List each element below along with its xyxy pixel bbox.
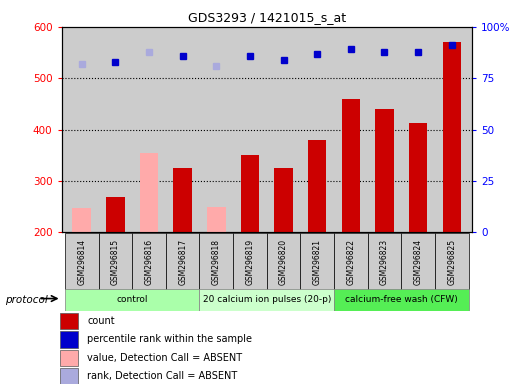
Bar xyxy=(342,99,360,232)
Text: control: control xyxy=(116,295,148,305)
Text: GSM296814: GSM296814 xyxy=(77,238,86,285)
Bar xyxy=(409,123,427,232)
Bar xyxy=(308,140,326,232)
Bar xyxy=(65,289,200,311)
Bar xyxy=(435,233,468,290)
Text: 20 calcium ion pulses (20-p): 20 calcium ion pulses (20-p) xyxy=(203,295,331,305)
Bar xyxy=(401,233,435,290)
Bar xyxy=(106,197,125,232)
Text: rank, Detection Call = ABSENT: rank, Detection Call = ABSENT xyxy=(87,371,238,381)
Bar xyxy=(334,289,468,311)
Text: GSM296823: GSM296823 xyxy=(380,238,389,285)
Text: GSM296825: GSM296825 xyxy=(447,238,456,285)
Bar xyxy=(65,233,98,290)
Bar xyxy=(267,233,301,290)
Bar xyxy=(61,368,78,384)
Bar xyxy=(173,168,192,232)
Text: GSM296816: GSM296816 xyxy=(145,238,153,285)
Text: GSM296819: GSM296819 xyxy=(245,238,254,285)
Bar xyxy=(200,233,233,290)
Bar xyxy=(61,350,78,366)
Bar xyxy=(72,208,91,232)
Bar xyxy=(443,42,461,232)
Text: value, Detection Call = ABSENT: value, Detection Call = ABSENT xyxy=(87,353,243,363)
Bar xyxy=(200,289,334,311)
Text: GSM296824: GSM296824 xyxy=(413,238,423,285)
Bar xyxy=(132,233,166,290)
Text: GSM296815: GSM296815 xyxy=(111,238,120,285)
Bar xyxy=(61,313,78,329)
Text: count: count xyxy=(87,316,115,326)
Bar xyxy=(334,233,368,290)
Bar xyxy=(166,233,200,290)
Text: GSM296821: GSM296821 xyxy=(313,238,322,285)
Text: GSM296817: GSM296817 xyxy=(178,238,187,285)
Bar xyxy=(207,207,226,232)
Bar xyxy=(301,233,334,290)
Bar xyxy=(375,109,394,232)
Bar xyxy=(368,233,401,290)
Bar xyxy=(98,233,132,290)
Text: calcium-free wash (CFW): calcium-free wash (CFW) xyxy=(345,295,458,305)
Text: GSM296818: GSM296818 xyxy=(212,238,221,285)
Bar xyxy=(61,331,78,348)
Text: percentile rank within the sample: percentile rank within the sample xyxy=(87,334,252,344)
Text: protocol: protocol xyxy=(5,295,48,305)
Text: GSM296822: GSM296822 xyxy=(346,238,356,285)
Text: GSM296820: GSM296820 xyxy=(279,238,288,285)
Bar xyxy=(140,153,159,232)
Bar xyxy=(274,168,293,232)
Bar xyxy=(233,233,267,290)
Title: GDS3293 / 1421015_s_at: GDS3293 / 1421015_s_at xyxy=(188,11,346,24)
Bar xyxy=(241,155,259,232)
